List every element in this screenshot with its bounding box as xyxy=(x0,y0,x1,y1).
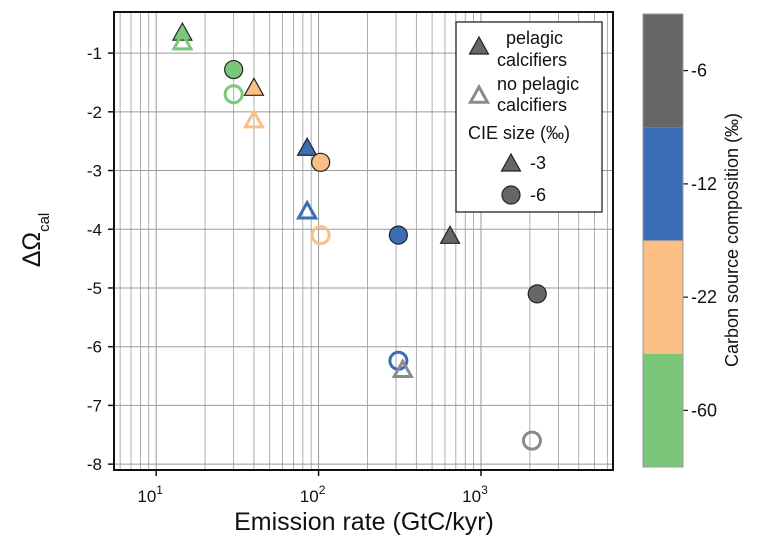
legend-open-label-2: calcifiers xyxy=(497,95,567,115)
data-point-circle-filled xyxy=(388,225,408,245)
legend: pelagic calcifiers no pelagic calcifiers… xyxy=(455,21,603,213)
data-point-triangle-filled xyxy=(243,77,265,96)
x-tick-label: 101 xyxy=(137,483,163,506)
data-point-circle-open xyxy=(310,225,331,246)
colorbar-label: -60 xyxy=(691,400,717,420)
y-axis-title-sub: cal xyxy=(36,213,53,232)
plot-frame xyxy=(113,11,614,471)
colorbar-frame xyxy=(642,13,684,468)
y-tick-label: -2 xyxy=(87,103,102,122)
legend-cie-circle-label: -6 xyxy=(530,185,546,205)
data-point-triangle-filled xyxy=(439,225,461,244)
colorbar-label: -12 xyxy=(691,174,717,194)
data-point-circle-filled xyxy=(527,284,547,304)
legend-filled-label-2: calcifiers xyxy=(497,50,567,70)
y-tick-label: -8 xyxy=(87,455,102,474)
y-tick-label: -6 xyxy=(87,338,102,357)
legend-open-marker xyxy=(467,83,491,104)
colorbar-segment xyxy=(643,353,683,467)
legend-open-label-1: no pelagic xyxy=(497,74,579,94)
colorbar-title-text: Carbon source composition (‰) xyxy=(722,113,742,367)
colorbar-title: Carbon source composition (‰) xyxy=(722,113,742,367)
data-point-triangle-filled xyxy=(296,136,318,156)
legend-filled-marker xyxy=(468,35,490,55)
data-point-circle-filled xyxy=(224,59,244,80)
data-point-circle-open xyxy=(223,84,244,105)
legend-cie-title: CIE size (‰) xyxy=(468,123,570,143)
data-point-triangle-open xyxy=(242,108,266,129)
y-axis-title-main: ΔΩ xyxy=(18,232,46,267)
colorbar-label: -6 xyxy=(691,61,707,81)
colorbar-segment xyxy=(643,240,683,354)
legend-cie-triangle-marker xyxy=(500,152,522,172)
y-tick-label: -7 xyxy=(87,396,102,415)
x-tick-label: 103 xyxy=(462,483,488,506)
y-tick-label: -3 xyxy=(87,162,102,181)
data-point-circle-open xyxy=(521,430,542,451)
legend-cie-triangle-label: -3 xyxy=(530,153,546,173)
y-axis-title: ΔΩcal xyxy=(18,213,53,268)
legend-cie-circle-marker xyxy=(501,185,521,205)
data-point-triangle-open xyxy=(296,199,319,220)
colorbar-label: -22 xyxy=(691,287,717,307)
x-axis-title-text: Emission rate (GtC/kyr) xyxy=(234,508,494,536)
legend-filled-label-1: pelagic xyxy=(506,28,563,48)
data-point-triangle-open xyxy=(391,358,414,378)
colorbar: -6 -12 -22 -60 xyxy=(642,13,717,468)
y-tick-label: -1 xyxy=(87,44,102,63)
axis-ticks: -1 -2 -3 -4 -5 -6 -7 -8 101 102 103 xyxy=(87,44,488,506)
y-tick-label: -5 xyxy=(87,279,102,298)
colorbar-segment xyxy=(643,127,683,241)
colorbar-segment xyxy=(643,14,683,128)
y-tick-label: -4 xyxy=(87,220,102,239)
data-point-triangle-open xyxy=(171,30,194,51)
x-axis-title: Emission rate (GtC/kyr) xyxy=(234,508,494,536)
data-point-circle-filled xyxy=(311,152,331,172)
x-tick-label: 102 xyxy=(300,483,326,506)
y-axis-title-text: ΔΩcal xyxy=(18,213,53,268)
data-points xyxy=(171,21,547,451)
